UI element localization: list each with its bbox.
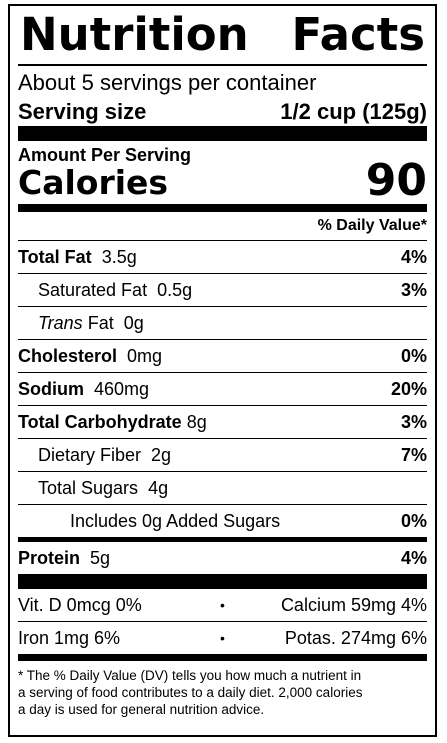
footnote: * The % Daily Value (DV) tells you how m… bbox=[18, 661, 427, 718]
footnote-line-3: a day is used for general nutrition advi… bbox=[18, 702, 265, 717]
title-word-facts: Facts bbox=[291, 8, 425, 61]
serving-size-value: 1/2 cup (125g) bbox=[280, 99, 427, 124]
potassium: Potas. 274mg 6% bbox=[284, 627, 427, 648]
nutrient-name: Fat bbox=[87, 312, 114, 333]
nutrient-name: Dietary Fiber bbox=[38, 444, 142, 465]
serving-size-label: Serving size bbox=[18, 99, 147, 124]
calcium: Calcium 59mg 4% bbox=[280, 594, 427, 615]
nutrient-dv: 3% bbox=[400, 411, 427, 432]
nutrient-amount: 5g bbox=[90, 547, 111, 568]
nutrient-row-saturated-fat: Saturated Fat 0.5g 3% bbox=[18, 273, 427, 306]
nutrient-name: Cholesterol bbox=[18, 345, 118, 366]
nutrient-row-trans-fat: Trans Fat 0g bbox=[18, 306, 427, 339]
nutrient-name: Total Sugars bbox=[38, 477, 139, 498]
footnote-line-1: * The % Daily Value (DV) tells you how m… bbox=[18, 668, 362, 683]
nutrient-dv: 4% bbox=[400, 547, 427, 568]
nutrient-row-total-carbohydrate: Total Carbohydrate 8g 3% bbox=[18, 405, 427, 438]
nutrient-name-italic: Trans bbox=[38, 312, 83, 333]
nutrient-amount: 2g bbox=[151, 444, 172, 465]
nutrient-amount: 4g bbox=[148, 477, 169, 498]
bullet-separator: • bbox=[220, 597, 225, 613]
vitamin-row-2: Iron 1mg 6% • Potas. 274mg 6% bbox=[18, 621, 427, 654]
nutrient-amount: 460mg bbox=[94, 378, 150, 399]
nutrient-dv: 0% bbox=[400, 345, 427, 366]
nutrient-amount: 0g bbox=[123, 312, 144, 333]
nutrient-name: Total Carbohydrate bbox=[18, 411, 182, 432]
nutrient-amount: 0.5g bbox=[157, 279, 193, 300]
daily-value-header: % Daily Value* bbox=[18, 211, 427, 240]
footnote-line-2: a serving of food contributes to a daily… bbox=[18, 685, 363, 700]
nutrient-row-sodium: Sodium 460mg 20% bbox=[18, 372, 427, 405]
bullet-separator: • bbox=[220, 630, 225, 646]
nutrient-amount: 3.5g bbox=[101, 246, 137, 267]
calories-label: Calories bbox=[18, 163, 169, 202]
title-word-nutrition: Nutrition bbox=[20, 8, 249, 61]
nutrient-row-total-sugars: Total Sugars 4g bbox=[18, 471, 427, 504]
nutrient-amount: 8g bbox=[186, 411, 207, 432]
nutrient-name: Saturated Fat bbox=[38, 279, 148, 300]
nutrient-row-added-sugars: Includes 0g Added Sugars 0% bbox=[18, 504, 427, 537]
nutrient-name: Protein bbox=[18, 547, 81, 568]
nutrient-row-cholesterol: Cholesterol 0mg 0% bbox=[18, 339, 427, 372]
nutrient-name: Sodium bbox=[18, 378, 84, 399]
calories-row: Calories 90 bbox=[18, 155, 427, 206]
nutrient-dv: 7% bbox=[400, 444, 427, 465]
label-title: Nutrition Facts bbox=[18, 6, 427, 66]
nutrient-dv: 4% bbox=[400, 246, 427, 267]
thick-divider-vitamins bbox=[18, 574, 427, 589]
serving-size-row: Serving size 1/2 cup (125g) bbox=[18, 98, 427, 126]
nutrient-dv: 3% bbox=[400, 279, 427, 300]
nutrient-name: Total Fat bbox=[18, 246, 92, 267]
nutrient-amount: 0mg bbox=[127, 345, 163, 366]
servings-per-container: About 5 servings per container bbox=[18, 70, 317, 95]
footnote-divider bbox=[18, 654, 427, 661]
calories-value: 90 bbox=[365, 155, 427, 206]
iron: Iron 1mg 6% bbox=[18, 627, 121, 648]
nutrient-dv: 20% bbox=[390, 378, 427, 399]
thick-divider bbox=[18, 126, 427, 141]
nutrient-name: Includes 0g Added Sugars bbox=[70, 510, 281, 531]
nutrient-row-dietary-fiber: Dietary Fiber 2g 7% bbox=[18, 438, 427, 471]
nutrient-row-total-fat: Total Fat 3.5g 4% bbox=[18, 240, 427, 273]
vitamin-row-1: Vit. D 0mcg 0% • Calcium 59mg 4% bbox=[18, 589, 427, 621]
vitamin-d: Vit. D 0mcg 0% bbox=[18, 594, 142, 615]
medium-divider bbox=[18, 204, 427, 211]
nutrient-row-protein: Protein 5g 4% bbox=[18, 537, 427, 574]
amount-per-serving: Amount Per Serving bbox=[18, 145, 192, 165]
nutrition-facts-label: Nutrition Facts About 5 servings per con… bbox=[8, 4, 437, 737]
nutrient-dv: 0% bbox=[400, 510, 427, 531]
